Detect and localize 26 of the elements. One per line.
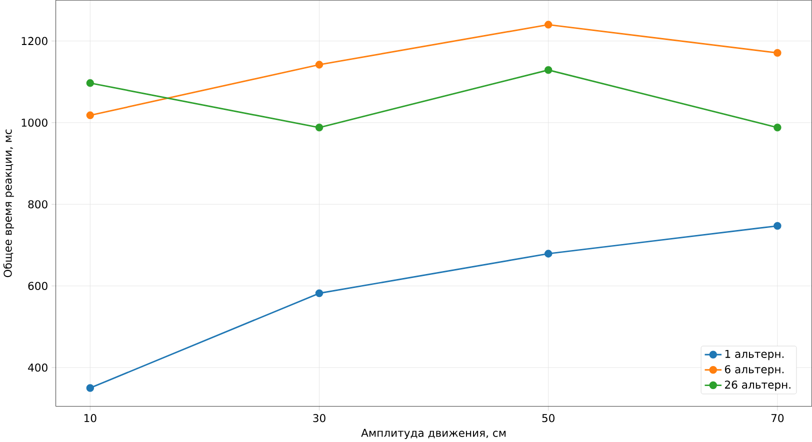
point — [315, 60, 324, 68]
x-tick-label: 10 — [84, 414, 96, 422]
x-tick-label: 30 — [313, 414, 326, 422]
legend-label: 6 альтерн. — [724, 365, 784, 376]
point — [774, 222, 782, 230]
legend-label: 26 альтерн. — [725, 380, 790, 391]
point — [544, 250, 552, 258]
point — [774, 124, 782, 132]
point — [86, 384, 94, 392]
x-axis-title: Амплитуда движения, см — [361, 428, 506, 439]
legend-label: 1 альтерн. — [725, 350, 784, 360]
y-axis-title: Общее время реакции, мс — [3, 129, 14, 277]
point — [315, 289, 324, 298]
x-tick-label: 70 — [771, 414, 784, 422]
point — [774, 48, 782, 57]
point — [544, 66, 552, 74]
y-tick-label: 600 — [28, 282, 48, 290]
y-tick-label: 1000 — [22, 118, 48, 127]
y-tick-label: 800 — [28, 200, 48, 208]
point — [86, 111, 94, 120]
x-tick-label: 50 — [542, 414, 554, 422]
point — [86, 79, 94, 87]
point — [315, 124, 324, 132]
point — [544, 20, 552, 28]
y-tick-label: 1200 — [22, 36, 48, 45]
y-tick-label: 400 — [28, 363, 48, 372]
